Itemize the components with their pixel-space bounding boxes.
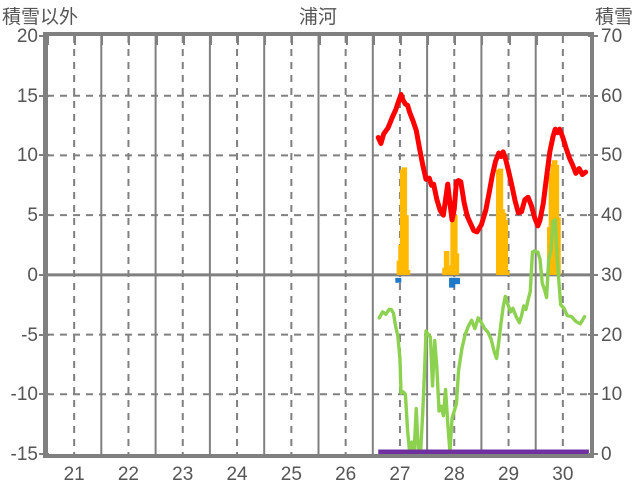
- y-axis-left-tick: -5: [21, 324, 38, 346]
- right-axis-caption: 積雪: [594, 7, 633, 28]
- y-axis-right-tick: 30: [601, 264, 623, 286]
- humidity-line: [377, 218, 587, 454]
- precipitation-bar: [404, 270, 411, 275]
- axis-tick-mark-top: [209, 36, 212, 45]
- precipitation-bar: [403, 215, 409, 275]
- axis-tick-mark: [39, 393, 49, 396]
- axis-tick-mark: [588, 94, 598, 97]
- y-axis-left-tick: 5: [27, 205, 38, 227]
- axis-tick-mark: [588, 154, 598, 157]
- x-axis-tick: 23: [172, 464, 194, 485]
- axis-tick-mark: [39, 94, 49, 97]
- axis-tick-mark-top: [399, 36, 402, 45]
- axis-tick-mark-top: [427, 36, 430, 45]
- y-axis-left-tick: 0: [27, 264, 38, 286]
- plot-inner: [47, 36, 590, 454]
- axis-tick-mark-top: [454, 36, 457, 45]
- snowfall-bar: [449, 277, 456, 288]
- axis-tick-mark-top: [128, 36, 131, 45]
- axis-tick-mark: [39, 333, 49, 336]
- y-axis-right-tick: 70: [601, 26, 623, 47]
- x-axis-tick: 21: [63, 464, 85, 485]
- axis-tick-mark: [588, 273, 598, 276]
- chart-title: 浦河: [298, 7, 337, 28]
- axis-tick-mark-top: [318, 36, 321, 45]
- axis-tick-mark-top: [535, 36, 538, 45]
- precipitation-bar: [451, 215, 458, 275]
- axis-tick-mark: [588, 35, 598, 37]
- axis-tick-mark: [39, 35, 49, 37]
- precipitation-bar: [504, 271, 510, 275]
- y-axis-right-tick: 60: [601, 85, 623, 107]
- axis-tick-mark: [39, 453, 49, 455]
- x-axis-tick: 30: [552, 464, 574, 485]
- x-axis-tick: 26: [335, 464, 357, 485]
- y-axis-left-tick: 10: [16, 145, 38, 167]
- axis-tick-mark: [39, 214, 49, 217]
- axis-tick-mark: [588, 333, 598, 336]
- y-axis-left-tick: 15: [16, 85, 38, 107]
- axis-tick-mark-top: [182, 36, 185, 45]
- x-axis-tick: 28: [443, 464, 465, 485]
- chart-canvas: [47, 36, 590, 454]
- y-axis-left-tick: -15: [10, 444, 38, 465]
- axis-tick-mark-top: [101, 36, 104, 45]
- axis-tick-mark-top: [74, 36, 77, 45]
- axis-tick-mark-top: [237, 36, 240, 45]
- axis-tick-mark-top: [345, 36, 348, 45]
- left-axis-caption: 積雪以外: [2, 7, 79, 28]
- axis-tick-mark: [39, 273, 49, 276]
- x-axis-tick: 24: [226, 464, 248, 485]
- snowfall-bar: [395, 277, 402, 283]
- x-axis-tick: 29: [497, 464, 520, 485]
- axis-tick-mark: [588, 393, 598, 396]
- axis-tick-mark-top: [155, 36, 158, 45]
- precipitation-bar: [453, 253, 460, 275]
- axis-tick-mark: [588, 453, 598, 455]
- axis-tick-mark-top: [481, 36, 484, 45]
- y-axis-right-tick: 0: [601, 444, 612, 465]
- y-axis-right-tick: 50: [601, 145, 623, 167]
- y-axis-left-tick: -10: [10, 384, 38, 406]
- axis-tick-mark-top: [47, 36, 49, 45]
- axis-tick-mark-top: [291, 36, 294, 45]
- y-axis-right-tick: 10: [601, 384, 623, 406]
- axis-tick-mark: [588, 214, 598, 217]
- axis-tick-mark-top: [372, 36, 375, 45]
- x-axis-tick: 22: [117, 464, 139, 485]
- y-axis-left-tick: 20: [16, 26, 38, 47]
- plot-area: [43, 32, 594, 458]
- x-axis-tick: 27: [389, 464, 411, 485]
- axis-tick-mark-top: [264, 36, 267, 45]
- axis-tick-mark: [39, 154, 49, 157]
- y-axis-right-tick: 20: [601, 324, 623, 346]
- precipitation-bar: [502, 219, 509, 275]
- snowfall-bar: [450, 277, 457, 283]
- precipitation-bar: [443, 250, 450, 275]
- temperature-line: [375, 92, 589, 235]
- snowfall-bar: [453, 277, 460, 285]
- y-axis-right-tick: 40: [601, 205, 623, 227]
- axis-tick-mark-top: [508, 36, 511, 45]
- x-axis-tick: 25: [280, 464, 302, 485]
